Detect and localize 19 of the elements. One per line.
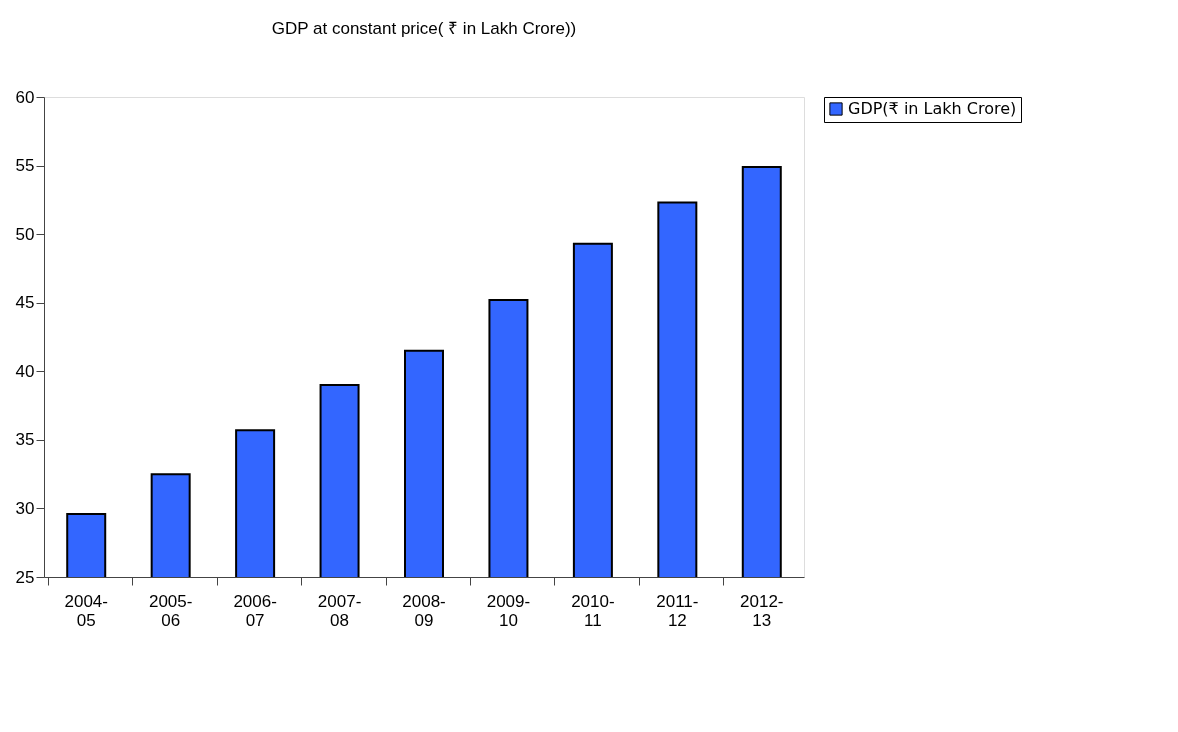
y-tick-label: 50 <box>15 224 35 244</box>
y-tick-label: 35 <box>15 430 35 450</box>
x-tick-label: 2008-09 <box>402 591 446 630</box>
y-tick-label: 25 <box>15 567 35 587</box>
x-tick-label: 2012-13 <box>740 591 784 630</box>
y-tick-label: 40 <box>15 361 35 381</box>
chart-title: GDP at constant price( ₹ in Lakh Crore)) <box>271 19 577 38</box>
x-tick-label: 2004-05 <box>64 591 108 630</box>
legend-label: GDP(₹ in Lakh Crore) <box>848 99 1017 118</box>
x-tick-label: 2011-12 <box>656 591 699 630</box>
y-tick-label: 30 <box>15 498 35 518</box>
x-tick-label: 2005-06 <box>148 591 193 630</box>
x-tick-label: 2007-08 <box>317 591 362 630</box>
x-tick-label: 2006-07 <box>233 591 277 630</box>
x-tick-label: 2010-11 <box>571 591 615 630</box>
y-tick-label: 55 <box>15 156 35 176</box>
y-tick-label: 45 <box>15 293 35 313</box>
x-tick-label: 2009-10 <box>486 591 531 630</box>
y-tick-label: 60 <box>15 87 35 107</box>
